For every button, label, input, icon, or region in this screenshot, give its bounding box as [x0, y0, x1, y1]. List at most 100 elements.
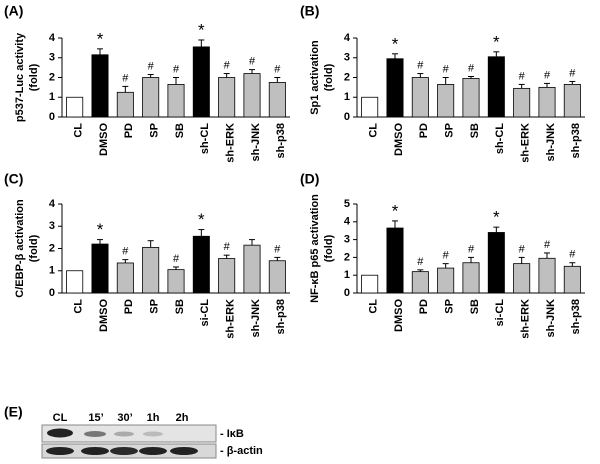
band — [139, 447, 167, 455]
x-tick-label: sh-p38 — [570, 299, 582, 334]
x-tick-label: SP — [444, 299, 456, 314]
significance-mark: # — [443, 63, 450, 75]
bar — [487, 56, 505, 118]
bar — [218, 77, 236, 118]
panel-label: (C) — [4, 171, 23, 187]
y-tick-label: 0 — [344, 287, 350, 299]
band — [114, 431, 134, 437]
significance-mark: * — [198, 210, 205, 229]
x-tick-label: SP — [149, 299, 161, 314]
lane-label: 2h — [176, 412, 189, 424]
bar — [142, 77, 160, 118]
x-tick-label: SB — [174, 299, 186, 314]
y-tick-label: 3 — [49, 52, 55, 64]
significance-mark: # — [569, 67, 576, 79]
significance-mark: # — [417, 256, 424, 268]
significance-mark: # — [173, 253, 180, 265]
band — [170, 447, 198, 455]
significance-mark: # — [274, 63, 281, 75]
bar — [538, 86, 556, 118]
x-tick-label: sh-JNK — [250, 299, 262, 338]
y-axis-label: C/EBP-β activation — [14, 199, 26, 298]
significance-mark: # — [468, 62, 475, 74]
y-tick-label: 4 — [49, 32, 56, 44]
bar — [66, 270, 84, 294]
x-tick-label: DMSO — [393, 123, 405, 156]
x-tick-label: sh-p38 — [275, 299, 287, 334]
y-axis-label: (fold) — [323, 234, 335, 262]
band — [143, 431, 163, 437]
y-tick-label: 4 — [344, 32, 351, 44]
band — [110, 447, 138, 455]
x-tick-label: CL — [73, 123, 85, 138]
bar — [268, 82, 286, 118]
panel-label: (B) — [300, 3, 319, 19]
y-tick-label: 2 — [344, 251, 350, 263]
x-tick-label: sh-p38 — [275, 123, 287, 158]
band — [46, 447, 74, 455]
bar — [386, 227, 404, 294]
x-tick-label: PD — [418, 123, 430, 138]
significance-mark: # — [544, 239, 551, 251]
blot-panel: (E) CL 15’ 30’ 1h 2h - IκB - β-actin — [4, 404, 263, 459]
y-tick-label: 1 — [49, 91, 55, 103]
y-tick-label: 3 — [344, 52, 350, 64]
significance-mark: * — [97, 29, 104, 48]
band — [81, 447, 109, 455]
x-tick-label: si-CL — [494, 299, 506, 327]
bar — [91, 54, 109, 118]
lane-label: 1h — [147, 412, 160, 424]
significance-mark: # — [224, 59, 231, 71]
y-tick-label: 0 — [49, 111, 55, 123]
bar — [563, 265, 581, 294]
significance-mark: # — [249, 56, 256, 68]
significance-mark: # — [122, 246, 129, 258]
bar — [361, 96, 379, 118]
y-tick-label: 1 — [344, 91, 350, 103]
x-tick-label: si-CL — [199, 299, 211, 327]
x-tick-label: sh-ERK — [520, 123, 532, 163]
x-tick-label: CL — [368, 123, 380, 138]
y-tick-label: 1 — [49, 265, 55, 277]
lane-label: 30’ — [117, 412, 132, 424]
y-tick-label: 2 — [49, 71, 55, 83]
panel-label: (D) — [300, 171, 319, 187]
panel-label: (A) — [4, 3, 23, 19]
bar — [462, 78, 480, 118]
bar — [116, 262, 134, 294]
x-tick-label: CL — [73, 299, 85, 314]
bar — [411, 271, 429, 294]
bar — [192, 235, 210, 294]
x-tick-label: SB — [174, 123, 186, 138]
significance-mark: # — [569, 249, 576, 261]
bar — [513, 87, 531, 118]
bar — [218, 258, 236, 294]
y-axis-label: Sp1 activation — [309, 40, 321, 115]
bar — [243, 73, 261, 118]
x-tick-label: sh-ERK — [225, 299, 237, 339]
x-tick-label: sh-JNK — [545, 299, 557, 338]
x-tick-label: PD — [123, 299, 135, 314]
significance-mark: # — [519, 70, 526, 82]
x-tick-label: sh-JNK — [545, 123, 557, 162]
bar — [116, 91, 134, 118]
bar — [167, 84, 185, 118]
bar — [487, 232, 505, 294]
significance-mark: # — [122, 72, 129, 84]
x-tick-label: SB — [469, 299, 481, 314]
bar — [563, 84, 581, 118]
bar — [437, 84, 455, 118]
row-label: - β-actin — [220, 445, 263, 457]
significance-mark: # — [468, 243, 475, 255]
x-tick-label: DMSO — [98, 299, 110, 332]
bar — [243, 244, 261, 294]
significance-mark: # — [148, 60, 155, 72]
y-tick-label: 3 — [49, 220, 55, 232]
significance-mark: # — [274, 243, 281, 255]
y-axis-label: (fold) — [28, 63, 40, 91]
x-tick-label: SP — [444, 123, 456, 138]
bar — [513, 263, 531, 294]
x-tick-label: sh-CL — [494, 123, 506, 154]
y-tick-label: 2 — [344, 71, 350, 83]
x-tick-label: SB — [469, 123, 481, 138]
